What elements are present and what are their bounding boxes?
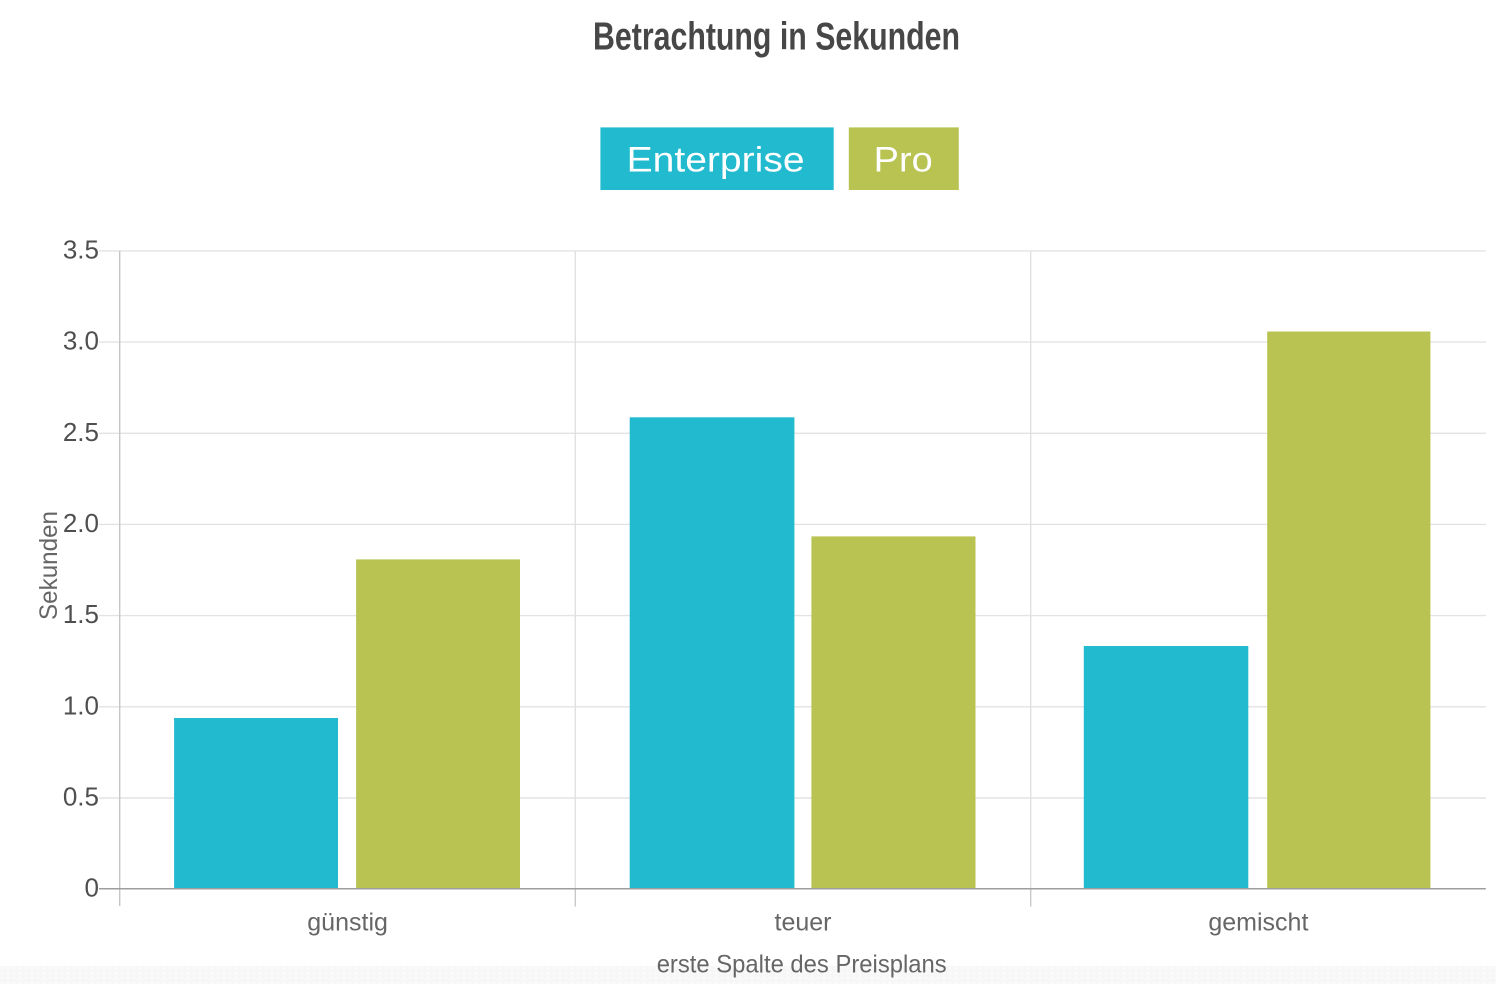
svg-text:2.0: 2.0: [63, 508, 99, 538]
svg-text:3.5: 3.5: [63, 234, 99, 264]
svg-text:Betrachtung in Sekunden: Betrachtung in Sekunden: [593, 16, 960, 59]
svg-text:erste Spalte des Preisplans: erste Spalte des Preisplans: [657, 951, 947, 979]
svg-text:1.0: 1.0: [63, 690, 99, 720]
svg-text:günstig: günstig: [307, 909, 388, 937]
svg-text:3.0: 3.0: [63, 326, 99, 356]
svg-text:Pro: Pro: [874, 141, 933, 180]
svg-text:Sekunden: Sekunden: [35, 511, 63, 620]
svg-text:teuer: teuer: [775, 909, 832, 937]
svg-text:1.5: 1.5: [63, 599, 99, 629]
svg-text:2.5: 2.5: [63, 417, 99, 447]
svg-text:0: 0: [85, 872, 99, 902]
svg-text:0.5: 0.5: [63, 782, 99, 812]
svg-text:gemischt: gemischt: [1208, 909, 1308, 937]
svg-text:Enterprise: Enterprise: [627, 141, 805, 180]
